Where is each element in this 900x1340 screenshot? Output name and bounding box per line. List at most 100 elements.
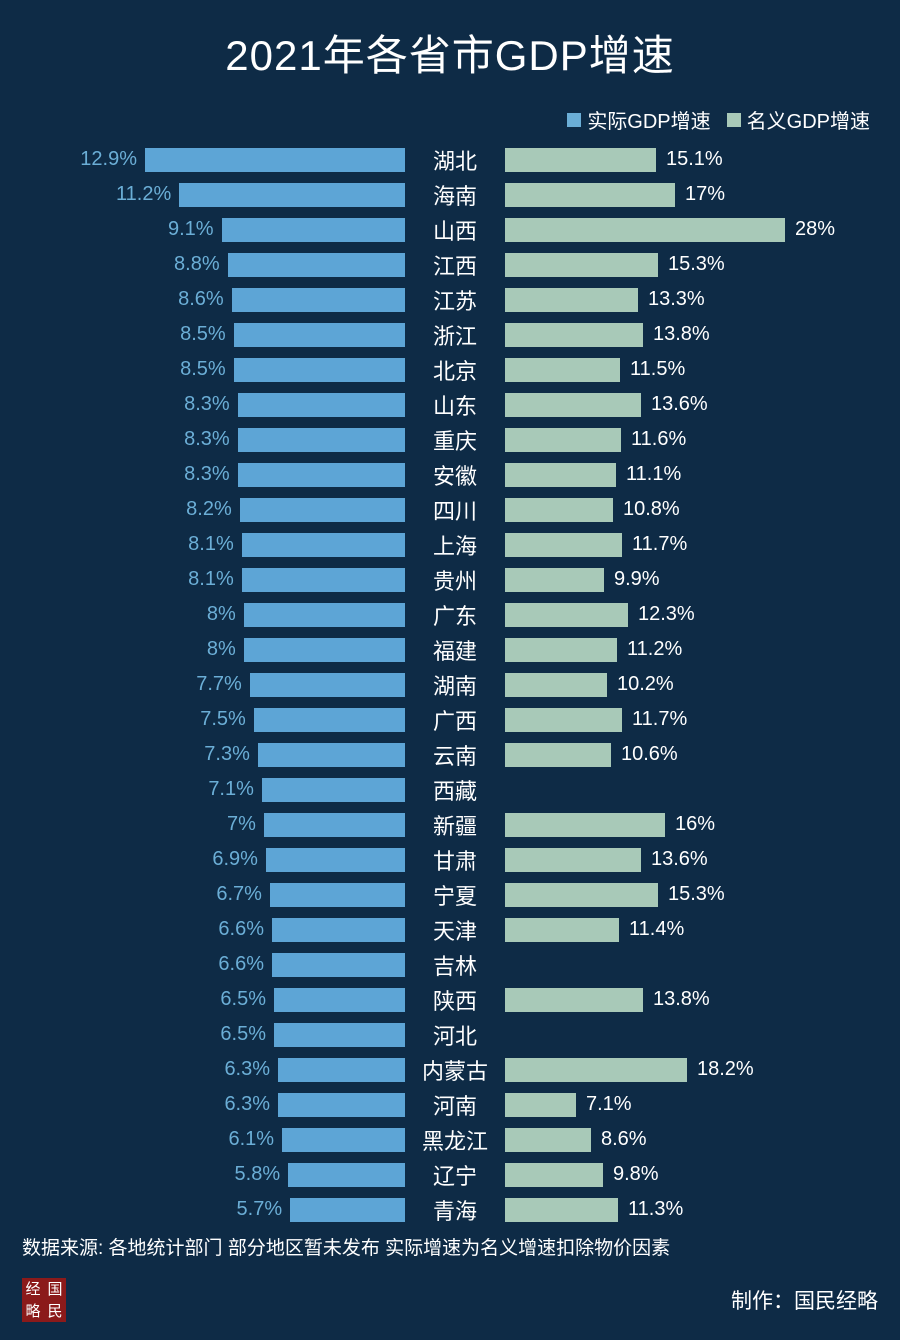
province-label: 贵州 [405,564,505,596]
left-value-label: 8.5% [180,358,226,381]
province-label: 内蒙古 [405,1054,505,1086]
left-bar [238,393,405,417]
chart-row: 7%新疆16% [30,807,870,842]
chart-row: 6.5% 陕西 13.8% [30,982,870,1017]
legend-label-real: 实际GDP增速 [587,105,710,134]
province-label: 云南 [405,739,505,771]
right-value-label: 13.6% [651,393,708,416]
left-value-label: 12.9% [80,148,137,171]
right-bar [505,393,641,417]
right-bar [505,883,658,907]
right-value-label: 17% [685,183,725,206]
chart-row: 6.9% 甘肃 13.6% [30,842,870,877]
right-bar [505,918,619,942]
left-value-label: 8.1% [188,533,234,556]
right-bar [505,848,641,872]
right-bar [505,358,620,382]
left-bar [270,883,405,907]
right-value-label: 13.6% [651,848,708,871]
right-bar [505,673,607,697]
left-bar [242,568,405,592]
province-label: 江苏 [405,284,505,316]
right-bar [505,813,665,837]
right-value-label: 12.3% [638,603,695,626]
province-label: 湖北 [405,144,505,176]
right-bar [505,568,604,592]
footer-credit: 制作：国民经略 [731,1285,878,1315]
chart-row: 8% 广东 12.3% [30,597,870,632]
legend-swatch-real [567,113,581,127]
province-label: 陕西 [405,984,505,1016]
left-value-label: 5.7% [237,1198,283,1221]
left-bar [238,428,405,452]
right-bar [505,498,613,522]
left-value-label: 8.1% [188,568,234,591]
left-bar [274,1023,405,1047]
left-value-label: 7% [227,813,256,836]
left-bar [272,918,405,942]
left-value-label: 6.1% [228,1128,274,1151]
right-value-label: 13.3% [648,288,705,311]
right-bar [505,1093,576,1117]
left-value-label: 8.6% [178,288,224,311]
chart-row: 7.7%湖南10.2% [30,667,870,702]
left-value-label: 8% [207,603,236,626]
left-bar [234,323,405,347]
left-value-label: 8.3% [184,393,230,416]
chart-row: 8.1% 贵州 9.9% [30,562,870,597]
province-label: 海南 [405,179,505,211]
left-bar [242,533,405,557]
chart-row: 6.3%河南7.1% [30,1087,870,1122]
province-label: 辽宁 [405,1159,505,1191]
right-value-label: 13.8% [653,988,710,1011]
chart-row: 8.1%上海11.7% [30,527,870,562]
left-bar [274,988,405,1012]
province-label: 甘肃 [405,844,505,876]
chart-row: 6.6%天津11.4% [30,912,870,947]
province-label: 天津 [405,914,505,946]
right-value-label: 15.1% [666,148,723,171]
left-bar [266,848,405,872]
right-value-label: 10.2% [617,673,674,696]
left-bar [179,183,405,207]
footer-source: 数据来源: 各地统计部门 部分地区暂未发布 实际增速为名义增速扣除物价因素 [22,1233,878,1260]
left-value-label: 7.3% [204,743,250,766]
right-bar [505,1198,618,1222]
province-label: 河北 [405,1019,505,1051]
legend: 实际GDP增速 名义GDP增速 [0,83,900,142]
right-value-label: 11.7% [632,533,687,556]
left-value-label: 7.7% [196,673,242,696]
province-label: 福建 [405,634,505,666]
chart-row: 8.3%重庆11.6% [30,422,870,457]
legend-swatch-nominal [727,113,741,127]
right-value-label: 9.8% [613,1163,659,1186]
chart-row: 8.3%安徽11.1% [30,457,870,492]
right-bar [505,1058,687,1082]
right-bar [505,1163,603,1187]
left-bar [262,778,405,802]
left-value-label: 8% [207,638,236,661]
seal-icon: 经 国 略 民 [22,1278,66,1322]
province-label: 山西 [405,214,505,246]
right-bar [505,743,611,767]
right-value-label: 9.9% [614,568,660,591]
province-label: 广东 [405,599,505,631]
province-label: 广西 [405,704,505,736]
left-bar [145,148,405,172]
right-value-label: 8.6% [601,1128,647,1151]
left-value-label: 6.9% [212,848,258,871]
left-bar [250,673,405,697]
left-value-label: 6.5% [220,988,266,1011]
left-value-label: 8.3% [184,463,230,486]
right-value-label: 15.3% [668,253,725,276]
chart-row: 7.3%云南10.6% [30,737,870,772]
right-bar [505,218,785,242]
left-value-label: 8.3% [184,428,230,451]
left-bar [228,253,405,277]
right-bar [505,148,656,172]
chart-row: 8.2%四川10.8% [30,492,870,527]
legend-item-nominal: 名义GDP增速 [727,105,870,134]
right-bar [505,253,658,277]
legend-label-nominal: 名义GDP增速 [747,105,870,134]
right-bar [505,463,616,487]
